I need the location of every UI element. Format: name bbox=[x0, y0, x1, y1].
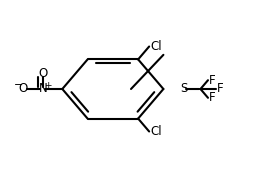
Text: F: F bbox=[209, 74, 216, 87]
Text: S: S bbox=[180, 82, 187, 96]
Text: Cl: Cl bbox=[150, 40, 162, 53]
Text: N: N bbox=[39, 82, 47, 96]
Text: O: O bbox=[38, 67, 47, 80]
Text: F: F bbox=[217, 82, 223, 96]
Text: −: − bbox=[14, 80, 23, 90]
Text: +: + bbox=[44, 81, 52, 90]
Text: Cl: Cl bbox=[150, 125, 162, 138]
Text: O: O bbox=[19, 82, 28, 96]
Text: F: F bbox=[209, 91, 216, 104]
